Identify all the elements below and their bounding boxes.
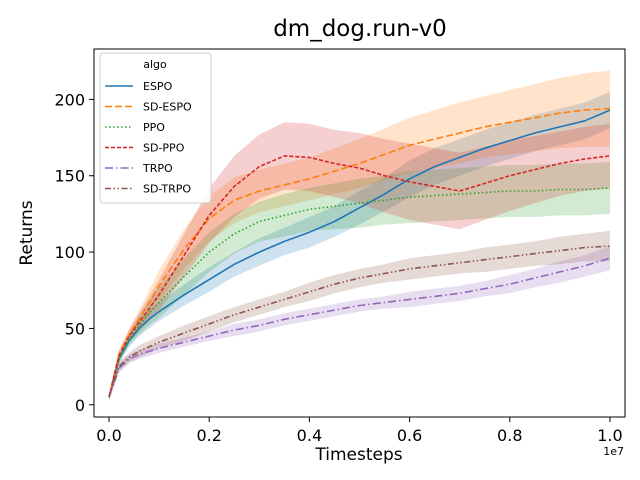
series-line-espo bbox=[108, 109, 611, 398]
y-tick-label: 150 bbox=[54, 167, 85, 186]
band-trpo bbox=[109, 246, 610, 401]
legend-label-sd-trpo: SD-TRPO bbox=[143, 183, 191, 196]
legend: algo ESPO SD-ESPO PPO SD-PPO TRPO SD-TRPO bbox=[99, 52, 212, 204]
band-sd-trpo bbox=[109, 230, 610, 401]
x-axis-ticks: 0.0 0.2 0.4 0.6 0.8 1.0 bbox=[96, 417, 623, 445]
x-tick-label: 0.2 bbox=[196, 426, 221, 445]
chart-title: dm_dog.run-v0 bbox=[273, 16, 447, 42]
series-line-sd-espo bbox=[108, 107, 611, 398]
x-tick-label: 1.0 bbox=[597, 426, 622, 445]
series-line-sd-ppo bbox=[108, 155, 611, 398]
y-tick-label: 0 bbox=[75, 396, 85, 415]
x-tick-label: 0.6 bbox=[397, 426, 422, 445]
legend-box bbox=[99, 52, 212, 204]
y-axis-label: Returns bbox=[17, 200, 37, 265]
series-line-ppo bbox=[108, 187, 611, 398]
series-line-trpo bbox=[108, 257, 611, 398]
legend-title: algo bbox=[143, 58, 167, 71]
band-ppo bbox=[109, 162, 610, 401]
series-line-sd-trpo bbox=[108, 245, 611, 398]
legend-label-sd-ppo: SD-PPO bbox=[143, 142, 185, 155]
x-tick-label: 0.4 bbox=[297, 426, 322, 445]
y-axis-ticks: 0 50 100 150 200 bbox=[54, 90, 94, 415]
x-axis-offset-label: 1e7 bbox=[603, 445, 624, 458]
series-lines bbox=[108, 107, 611, 398]
y-tick-label: 200 bbox=[54, 90, 85, 109]
plot-frame bbox=[93, 48, 626, 418]
band-sd-ppo bbox=[109, 122, 610, 401]
legend-label-ppo: PPO bbox=[143, 121, 165, 134]
confidence-bands bbox=[109, 70, 610, 401]
x-tick-label: 0.8 bbox=[497, 426, 522, 445]
legend-label-trpo: TRPO bbox=[142, 162, 173, 175]
band-espo bbox=[109, 91, 610, 401]
legend-label-sd-espo: SD-ESPO bbox=[143, 101, 192, 114]
legend-label-espo: ESPO bbox=[143, 80, 173, 93]
x-axis-label: Timesteps bbox=[314, 445, 402, 465]
band-sd-espo bbox=[109, 70, 610, 401]
y-tick-label: 50 bbox=[65, 319, 85, 338]
x-tick-label: 0.0 bbox=[96, 426, 121, 445]
y-tick-label: 100 bbox=[54, 243, 85, 262]
